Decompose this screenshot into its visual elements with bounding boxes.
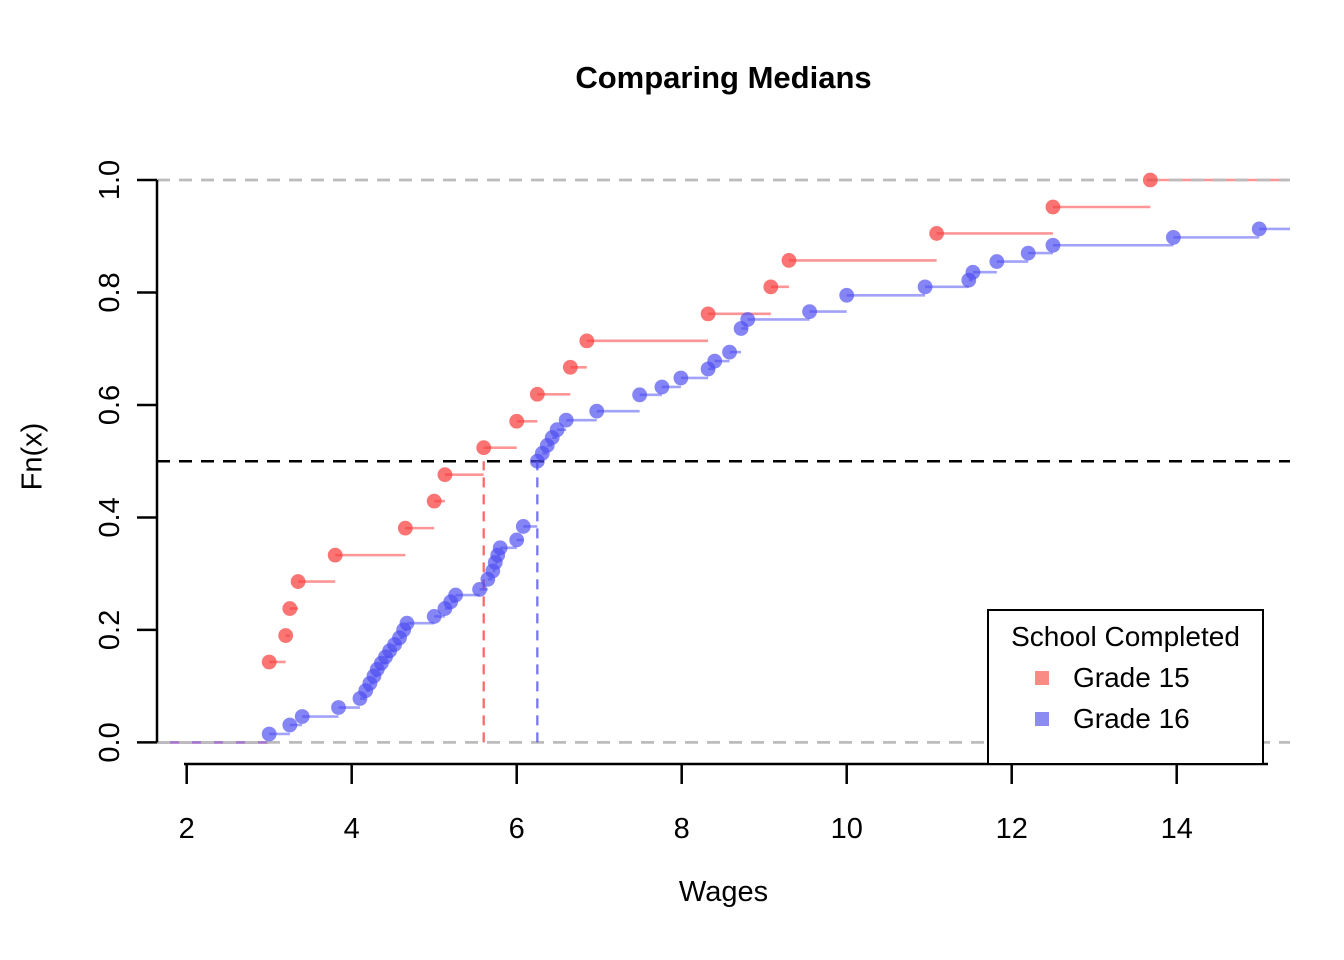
- svg-text:14: 14: [1161, 813, 1193, 845]
- svg-text:0.6: 0.6: [94, 385, 126, 425]
- legend-box: School Completed Grade 15 Grade 16: [987, 609, 1264, 765]
- svg-text:2: 2: [179, 813, 195, 845]
- legend-item-label: Grade 15: [1073, 662, 1190, 693]
- svg-text:0.0: 0.0: [94, 722, 126, 762]
- svg-text:10: 10: [831, 813, 863, 845]
- legend-title: School Completed: [1011, 621, 1240, 652]
- legend-item-grade-16: Grade 16: [1035, 703, 1262, 735]
- y-axis-label: Fn(x): [16, 422, 49, 491]
- svg-text:0.8: 0.8: [94, 272, 126, 312]
- svg-text:0.4: 0.4: [94, 497, 126, 537]
- x-axis-label: Wages: [678, 876, 769, 908]
- svg-text:4: 4: [344, 813, 360, 845]
- svg-text:1.0: 1.0: [94, 160, 126, 200]
- legend-item-label: Grade 16: [1073, 703, 1190, 734]
- grade-15-swatch-icon: [1035, 671, 1049, 685]
- grade-16-swatch-icon: [1035, 712, 1049, 726]
- chart-title: Comparing Medians: [575, 60, 872, 95]
- svg-text:6: 6: [509, 813, 525, 845]
- svg-text:0.2: 0.2: [94, 610, 126, 650]
- svg-text:12: 12: [996, 813, 1028, 845]
- legend-item-grade-15: Grade 15: [1035, 662, 1262, 694]
- svg-text:8: 8: [674, 813, 690, 845]
